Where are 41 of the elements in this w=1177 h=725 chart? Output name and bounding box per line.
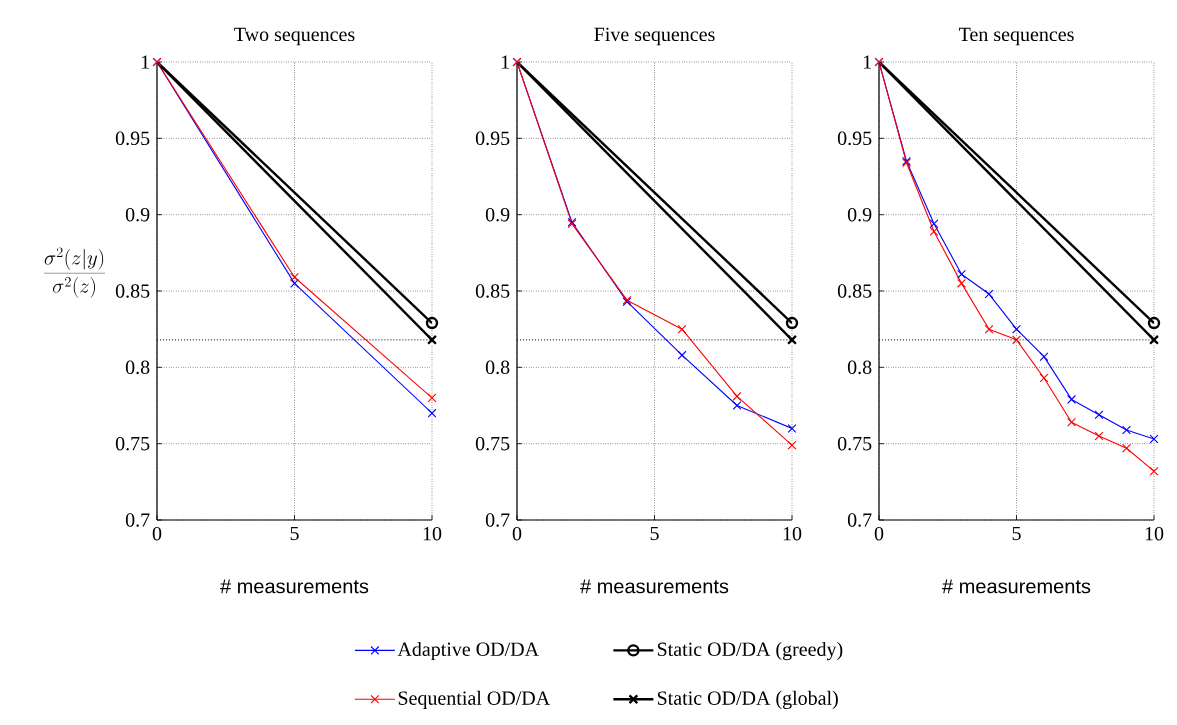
legend-label: Adaptive OD/DA bbox=[397, 641, 539, 661]
x-tick-label: 5 bbox=[1012, 526, 1021, 541]
legend-label: Sequential OD/DA bbox=[398, 690, 551, 709]
y-tick-label: 0.8 bbox=[847, 360, 872, 375]
y-tick-label: 0.85 bbox=[475, 284, 510, 298]
x-axis-title: # measurements bbox=[220, 579, 369, 594]
y-tick-label: 0.9 bbox=[485, 207, 510, 222]
y-tick-label: 0.7 bbox=[125, 513, 150, 527]
x-tick-label: 10 bbox=[1145, 526, 1164, 541]
y-tick-label: 1 bbox=[863, 55, 871, 69]
y-tick-label: 1 bbox=[501, 55, 509, 69]
chart-title: Five sequences bbox=[594, 27, 715, 46]
y-tick-label: 0.95 bbox=[475, 131, 510, 146]
legend-label: Static OD/DA (global) bbox=[657, 690, 838, 709]
legend-label: Static OD/DA (greedy) bbox=[657, 641, 843, 661]
x-tick-label: 5 bbox=[650, 526, 659, 541]
x-tick-label: 0 bbox=[512, 526, 522, 541]
y-tick-label: 0.75 bbox=[475, 436, 510, 451]
chart-title: Ten sequences bbox=[958, 27, 1074, 46]
x-tick-label: 10 bbox=[783, 526, 802, 541]
x-axis-title: # measurements bbox=[942, 579, 1091, 594]
x-tick-label: 0 bbox=[152, 526, 162, 541]
y-tick-label: 0.8 bbox=[125, 360, 150, 375]
y-tick-label: 0.95 bbox=[115, 131, 150, 146]
y-tick-label: 0.75 bbox=[115, 436, 150, 451]
y-tick-label: 0.85 bbox=[115, 284, 150, 298]
y-tick-label: 0.8 bbox=[485, 360, 510, 375]
y-tick-label: 0.7 bbox=[847, 513, 872, 527]
x-tick-label: 5 bbox=[290, 526, 299, 541]
x-tick-label: 0 bbox=[874, 526, 884, 541]
y-tick-label: 0.75 bbox=[837, 436, 872, 451]
y-tick-label: 0.9 bbox=[847, 207, 872, 222]
x-tick-label: 10 bbox=[423, 526, 442, 541]
chart-title: Two sequences bbox=[234, 27, 355, 46]
y-tick-label: 1 bbox=[141, 55, 149, 69]
x-axis-title: # measurements bbox=[580, 579, 729, 594]
y-tick-label: 0.95 bbox=[837, 131, 872, 146]
y-axis-title: $\frac{\sigma^2(z|y)}{\sigma^2(z)}$ bbox=[43, 247, 106, 298]
y-tick-label: 0.9 bbox=[125, 207, 150, 222]
y-tick-label: 0.7 bbox=[485, 513, 510, 527]
y-tick-label: 0.85 bbox=[837, 284, 872, 298]
